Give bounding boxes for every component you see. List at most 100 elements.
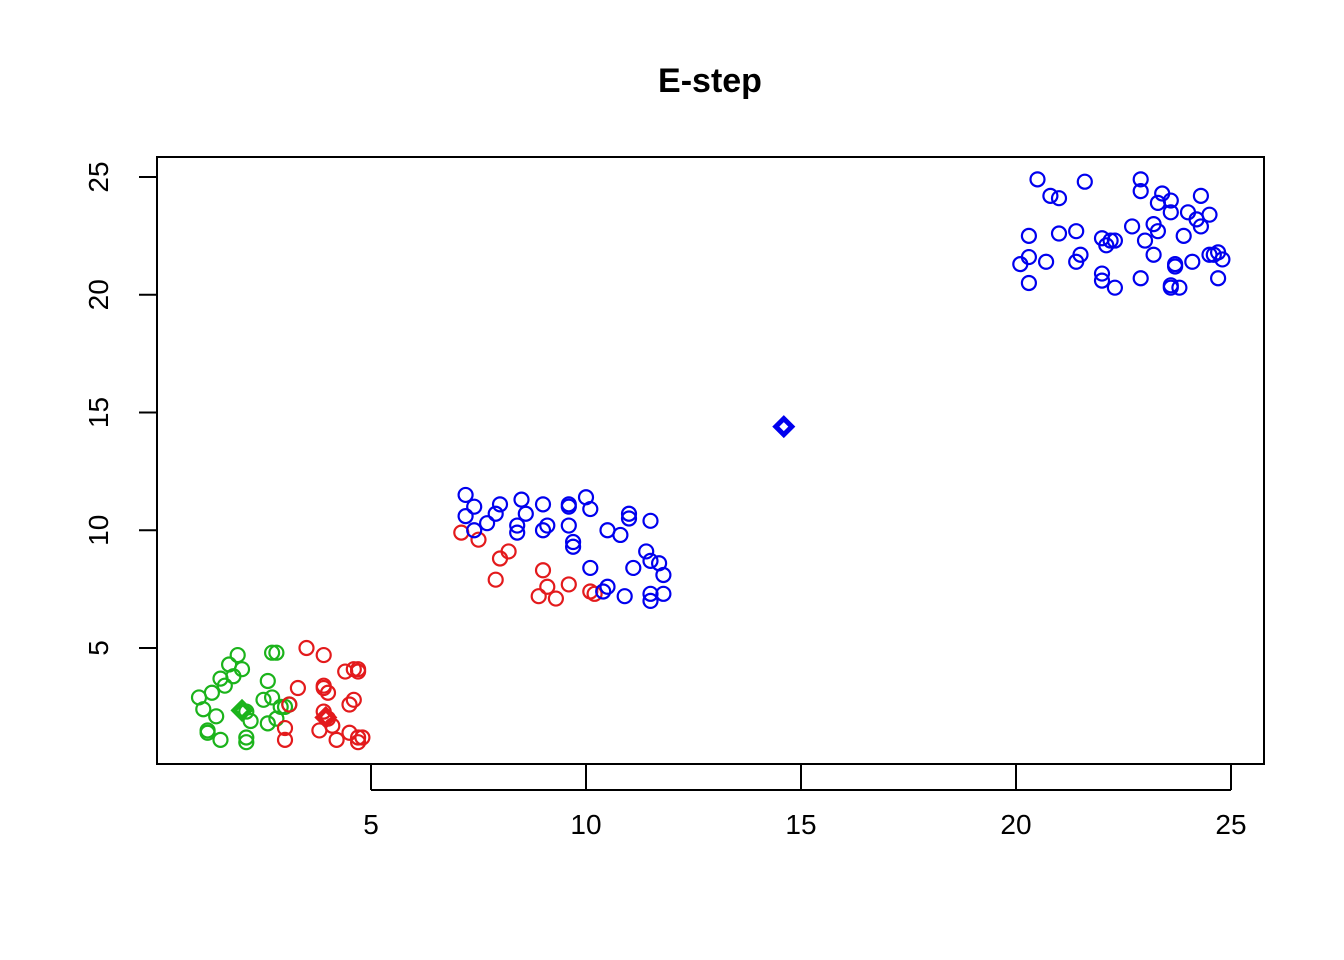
y-tick-label: 10 [83, 515, 114, 546]
data-point [1042, 187, 1059, 204]
data-point [534, 496, 552, 513]
data-point [315, 679, 332, 697]
data-point [1020, 227, 1038, 244]
data-point [1162, 277, 1179, 294]
data-point [289, 679, 306, 697]
data-point [1214, 251, 1231, 268]
data-point [1020, 274, 1038, 292]
data-point [509, 517, 526, 534]
data-point [500, 543, 517, 560]
data-point [534, 522, 552, 539]
data-point [655, 566, 672, 584]
y-tick-label: 25 [83, 161, 114, 192]
y-tick-label: 15 [83, 397, 114, 428]
data-point [1093, 272, 1111, 289]
data-point [259, 672, 276, 690]
data-point [216, 677, 233, 694]
data-point [620, 505, 638, 522]
data-point [1132, 270, 1149, 287]
x-tick-label: 15 [785, 809, 816, 840]
data-point [341, 696, 358, 713]
data-point [315, 646, 332, 664]
data-point [513, 491, 530, 508]
data-point [620, 510, 638, 527]
chart-title: E-step [658, 62, 762, 100]
data-point [272, 698, 289, 715]
data-point [229, 646, 246, 664]
data-point [1106, 279, 1124, 296]
data-point [350, 734, 367, 751]
x-axis: 5 10 15 20 25 [363, 764, 1247, 840]
cluster-centroids [230, 415, 796, 730]
data-point [599, 578, 616, 595]
data-point [466, 522, 483, 539]
data-point [203, 684, 220, 701]
data-point [1162, 204, 1179, 221]
centroid-marker [230, 698, 254, 722]
data-point [238, 729, 255, 746]
data-point [255, 691, 272, 708]
data-point [1166, 256, 1184, 273]
data-point [1171, 279, 1188, 296]
data-point [1020, 248, 1038, 266]
data-point [487, 571, 504, 588]
data-point [238, 734, 255, 751]
data-point [530, 588, 547, 605]
data-point [328, 731, 345, 748]
y-tick-label: 20 [83, 279, 114, 310]
data-point [1050, 225, 1068, 242]
data-point [625, 559, 642, 577]
data-point [1192, 187, 1210, 204]
data-point [642, 512, 659, 529]
data-point [612, 526, 629, 544]
data-point [655, 585, 672, 602]
data-point [1072, 246, 1089, 263]
data-point [595, 583, 612, 600]
data-point [208, 708, 225, 725]
data-point [1184, 253, 1201, 270]
data-point [212, 731, 229, 748]
data-point [264, 689, 281, 706]
x-tick-label: 25 [1215, 809, 1246, 840]
data-point [233, 661, 251, 678]
data-point [509, 524, 526, 541]
data-point [517, 505, 534, 522]
data-point [1136, 232, 1154, 249]
data-point [1192, 218, 1210, 235]
data-point [1175, 227, 1192, 244]
data-point [539, 517, 556, 534]
data-point [1162, 192, 1179, 209]
data-point [268, 644, 285, 661]
data-point [560, 517, 577, 534]
data-point [276, 731, 294, 748]
data-point [281, 696, 298, 713]
data-point [638, 543, 655, 560]
data-points [190, 171, 1231, 751]
data-point [1132, 171, 1149, 188]
y-tick-label: 5 [83, 640, 114, 656]
data-point [582, 500, 599, 518]
data-point [1209, 270, 1227, 287]
data-point [298, 639, 315, 657]
x-tick-label: 5 [363, 809, 379, 840]
data-point [564, 533, 582, 551]
data-point [1050, 190, 1068, 207]
x-tick-label: 10 [570, 809, 601, 840]
data-point [534, 562, 552, 579]
data-point [319, 684, 337, 701]
data-point [199, 724, 216, 741]
data-point [1201, 206, 1218, 223]
data-point [642, 592, 659, 610]
data-point [564, 538, 582, 555]
data-point [1037, 253, 1055, 270]
data-point [586, 585, 603, 602]
data-point [345, 691, 362, 708]
data-point [242, 712, 259, 730]
data-point [547, 590, 565, 607]
data-point [264, 644, 281, 661]
data-point [470, 531, 487, 548]
data-point [1145, 246, 1162, 263]
data-point [616, 588, 633, 605]
data-point [1068, 223, 1085, 240]
data-point [259, 715, 276, 732]
